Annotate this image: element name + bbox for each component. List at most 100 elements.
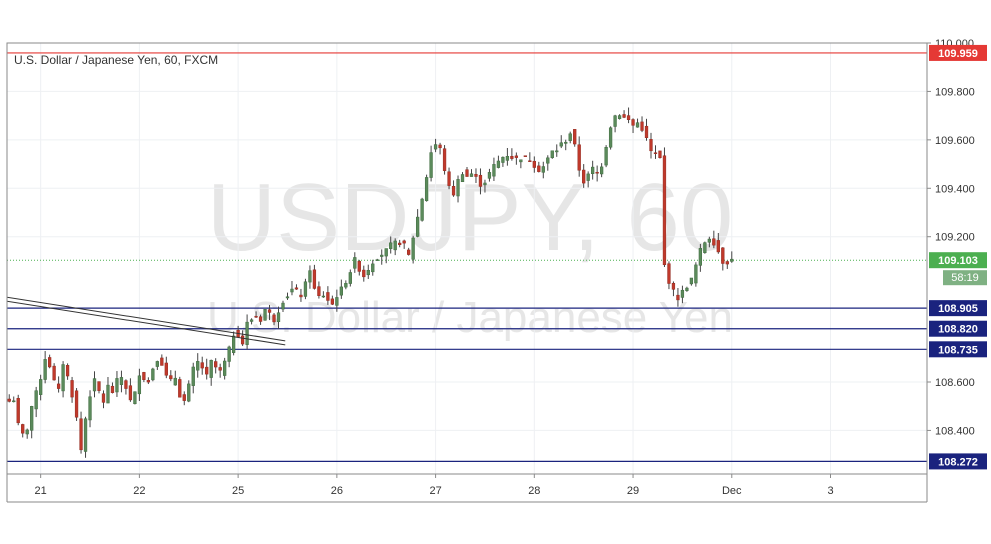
candle [191, 362, 195, 394]
time-tick-label: Dec [722, 485, 742, 497]
candle [285, 292, 290, 300]
trendline[interactable] [7, 296, 286, 342]
candle [608, 126, 613, 150]
candle [21, 423, 25, 438]
candle [258, 314, 263, 325]
candle [231, 331, 236, 356]
last-price-label: 109.103 [938, 255, 978, 267]
candle [577, 136, 581, 177]
candle-body [164, 362, 168, 376]
candle-body [308, 270, 312, 283]
candle [39, 374, 43, 401]
candle [43, 351, 47, 384]
candle [433, 138, 438, 153]
candle-body [160, 357, 164, 366]
candle-body [155, 361, 159, 367]
candle [209, 359, 213, 386]
candle [725, 260, 729, 269]
candle-body [608, 127, 613, 148]
candle-body [631, 119, 635, 126]
candle-body [537, 165, 541, 172]
candle-body [205, 366, 209, 375]
candle [703, 241, 707, 254]
candle-body [415, 216, 420, 237]
candle [142, 371, 146, 383]
candle-body [424, 177, 429, 202]
candle-body [128, 385, 133, 401]
candle [362, 265, 366, 282]
candle [317, 281, 321, 299]
candle-body [97, 381, 101, 391]
candle [79, 411, 83, 454]
time-axis[interactable]: 21 22 25 26 27 28 29 Dec 3 [35, 474, 834, 497]
level-price-label: 108.735 [938, 344, 978, 356]
candle-body [330, 298, 335, 305]
candle-body [438, 144, 442, 149]
candle [730, 251, 734, 263]
candle [128, 378, 133, 402]
candle [371, 259, 375, 276]
candle [196, 353, 200, 378]
candle-body [635, 122, 640, 128]
candle-body [447, 171, 451, 186]
candle-body [299, 294, 303, 298]
candle-body [357, 260, 361, 272]
candle [65, 363, 70, 380]
candle [559, 135, 563, 149]
candle [106, 377, 110, 404]
candle [411, 235, 415, 264]
candle-body [380, 254, 384, 257]
candle-body [411, 237, 415, 260]
candle [384, 248, 388, 264]
candle [523, 155, 527, 157]
watermark-symbol: USDJPY, 60 [207, 164, 734, 271]
candle-body [546, 157, 550, 164]
candle [115, 371, 119, 397]
level-price-tag [929, 44, 987, 61]
candle-body [725, 261, 729, 265]
candle-body [626, 115, 631, 120]
candle-body [389, 242, 393, 249]
candle-body [34, 390, 38, 410]
candle [510, 148, 514, 161]
candle-body [12, 400, 16, 403]
candle [88, 390, 92, 428]
candle [483, 179, 487, 193]
candle [514, 152, 519, 165]
candle [586, 171, 590, 188]
candle-body [564, 141, 568, 144]
candle-body [240, 335, 245, 345]
candle-body [644, 125, 649, 139]
candle [254, 311, 258, 318]
countdown-label: 58:19 [951, 272, 979, 284]
candle-body [478, 174, 483, 187]
candle [546, 155, 550, 171]
trendline-parallel[interactable] [7, 300, 286, 346]
candle-body [7, 398, 11, 402]
candle-body [276, 312, 281, 322]
candle [74, 388, 79, 421]
candle [339, 279, 343, 299]
candle [555, 144, 559, 157]
candle-body [599, 166, 604, 175]
candle-body [653, 152, 658, 154]
candle [550, 150, 554, 159]
level-price-label: 108.272 [938, 456, 978, 468]
candle [599, 163, 604, 178]
candle [223, 357, 227, 380]
candle-body [218, 367, 222, 371]
candle-body [65, 365, 70, 377]
candle [635, 118, 640, 128]
time-tick-label: 29 [627, 485, 639, 497]
candle [465, 166, 469, 177]
candle-body [290, 288, 294, 293]
candle-body [510, 156, 514, 159]
candle [326, 286, 330, 305]
candle [312, 264, 317, 290]
candle [712, 230, 716, 249]
countdown-tag [943, 270, 987, 286]
price-axis[interactable]: 110.000109.800109.600109.400109.200108.6… [927, 38, 975, 437]
candle [568, 131, 572, 144]
candle [622, 110, 626, 119]
